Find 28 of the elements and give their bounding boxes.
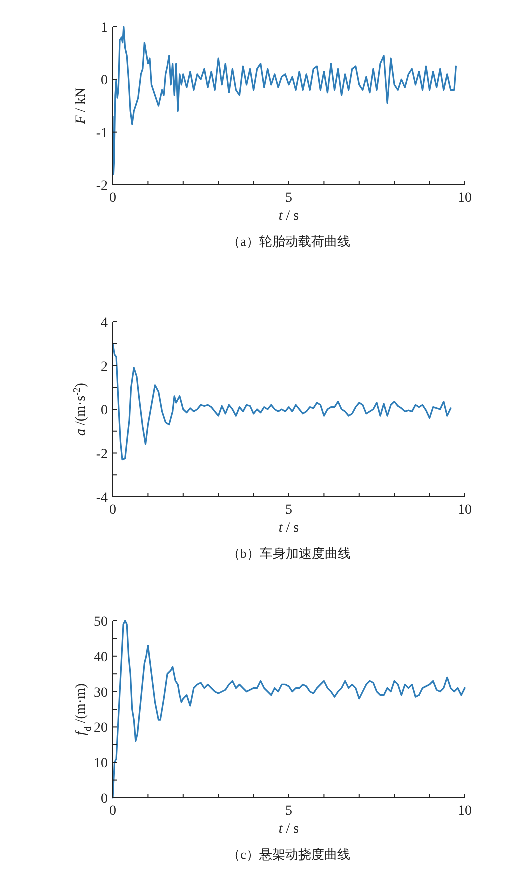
text: （c）悬架动挠度曲线 <box>228 847 350 862</box>
y-tick-label: 10 <box>94 756 108 772</box>
y-tick-label: 20 <box>94 721 108 736</box>
y-tick-label: -2 <box>96 447 108 462</box>
x-tick-label: 5 <box>286 503 292 518</box>
x-tick-label: 10 <box>458 191 472 206</box>
y-tick-label: 40 <box>94 650 108 666</box>
y-tick-label: 30 <box>94 686 108 701</box>
text: （a）轮胎动载荷曲线 <box>228 234 350 249</box>
y-tick-label: -1 <box>96 126 108 142</box>
x-tick-label: 10 <box>458 804 472 819</box>
y-axis-title: F / kN <box>74 88 89 126</box>
y-tick-label: 1 <box>101 21 108 36</box>
y-tick-label: 2 <box>101 360 108 375</box>
text: （b）车身加速度曲线 <box>227 546 351 561</box>
y-tick-label: -2 <box>96 179 108 194</box>
y-tick-label: 50 <box>94 615 108 630</box>
y-tick-label: 4 <box>101 316 108 331</box>
y-tick-label: 0 <box>101 404 108 418</box>
x-tick-label: 10 <box>458 503 472 518</box>
x-tick-label: 5 <box>286 191 292 206</box>
x-axis-title: t / s <box>278 822 300 837</box>
x-tick-label: 5 <box>286 804 292 819</box>
y-tick-label: 0 <box>101 74 108 89</box>
y-tick-label: 0 <box>101 792 108 807</box>
y-tick-label: -4 <box>96 491 108 506</box>
x-axis-title: t / s <box>278 521 300 536</box>
x-axis-title: t / s <box>278 209 300 224</box>
